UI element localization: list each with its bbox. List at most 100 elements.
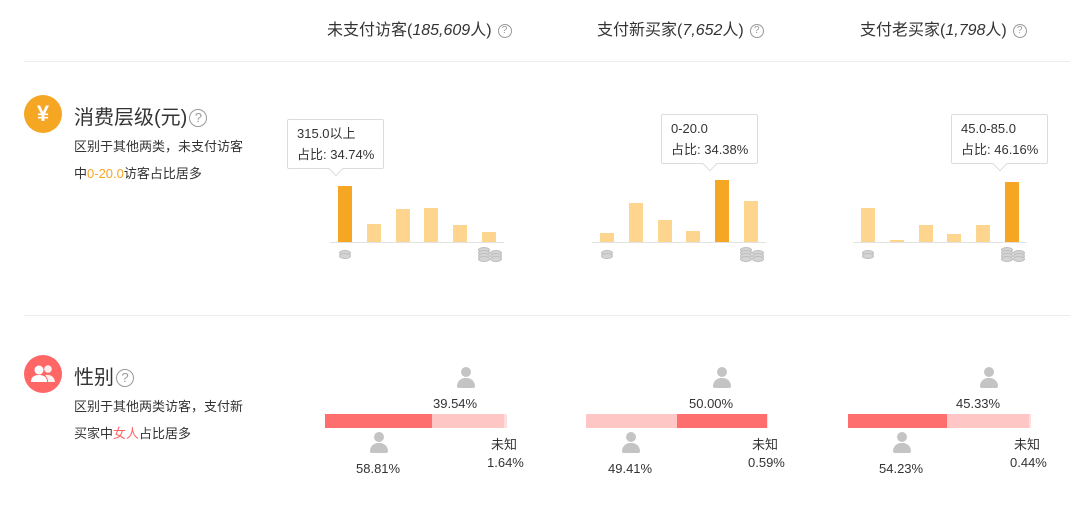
female-icon-body [980,378,998,388]
bar-4[interactable] [686,231,701,242]
female-percent: 45.33% [956,396,1001,411]
bar-4[interactable] [947,234,962,242]
bar-6[interactable] [744,201,758,242]
female-icon-body [457,378,475,388]
coin-icon [601,253,613,259]
users-icon-glyph [31,365,55,382]
male-icon-body [622,443,640,453]
chart-baseline [330,242,504,243]
bar-2[interactable] [628,203,643,242]
coins-stack-icon [490,256,502,262]
female-icon-body [713,378,731,388]
bar-5[interactable] [715,180,730,242]
male-percent: 49.41% [608,461,653,476]
coin-icon [339,253,351,259]
bar-4[interactable] [424,207,439,242]
coins-stack-icon [740,256,752,262]
tooltip-range: 0-20.0 [671,121,708,136]
tooltip-share-label: 占比: [671,142,705,157]
help-icon[interactable]: ? [1012,24,1027,38]
male-bar[interactable] [848,414,947,428]
bar-2[interactable] [889,239,904,242]
coins-stack-icon [752,256,764,262]
male-icon-body [370,443,388,453]
unknown-bar[interactable] [1029,414,1031,428]
tooltip-share-label: 占比: [961,142,995,157]
female-icon [978,367,1000,389]
female-percent: 39.54% [433,396,478,411]
bar-tooltip: 315.0以上 占比: 34.74% [287,119,385,169]
yuan-icon: ¥ [24,95,62,133]
female-bar[interactable] [586,414,677,428]
highlight-range: 0-20.0 [87,166,124,181]
chart-baseline [853,242,1027,243]
tooltip-share-label: 占比: [297,147,331,162]
tooltip-share-value: 34.74% [330,147,375,162]
female-icon [711,367,733,389]
bar-3[interactable] [918,225,933,242]
male-bar[interactable] [325,414,433,428]
bar-tooltip: 45.0-85.0 占比: 46.16% [951,114,1049,164]
unknown-percent: 0.44% [1010,455,1047,470]
coins-stack-icon [1013,256,1025,262]
tooltip-share: 占比: 34.74% [297,144,374,165]
bar-1[interactable] [338,186,352,242]
column-header-unpaid: 未支付访客(185,609人)? [327,16,512,40]
unknown-bar[interactable] [766,414,769,428]
consumption-description: 区别于其他两类，未支付访客中0-20.0访客占比居多 [74,139,244,181]
highlight-gender: 女人 [113,426,140,441]
male-icon-head [897,432,907,442]
male-icon-body [893,443,911,453]
unknown-percent: 1.64% [487,455,524,470]
tooltip-share-value: 34.38% [704,142,749,157]
help-icon[interactable]: ? [116,369,134,387]
gender-title: 性别? [74,361,134,390]
unknown-label: 未知 [491,437,518,452]
male-percent: 54.23% [879,461,924,476]
female-icon [455,367,477,389]
header-divider [24,61,1070,62]
tooltip-share-value: 46.16% [994,142,1039,157]
bar-3[interactable] [395,209,410,242]
chart-baseline [592,242,766,243]
bar-6[interactable] [1005,182,1019,242]
bar-tooltip: 0-20.0 占比: 34.38% [661,114,759,164]
female-bar[interactable] [432,414,504,428]
male-icon [620,432,642,454]
unknown-label: 未知 [1014,437,1041,452]
help-icon[interactable]: ? [749,24,764,38]
bar-5[interactable] [976,224,991,242]
consumption-title: 消费层级(元)? [74,101,208,130]
male-icon [368,432,390,454]
help-icon[interactable]: ? [189,109,208,127]
bar-1[interactable] [861,208,875,242]
male-bar[interactable] [677,414,767,428]
unknown-label: 未知 [752,437,779,452]
female-icon-head [717,367,727,377]
tooltip-share: 占比: 46.16% [961,139,1038,160]
help-icon[interactable]: ? [497,24,512,38]
tooltip-range: 315.0以上 [297,126,356,141]
bar-3[interactable] [657,219,672,242]
bar-2[interactable] [366,224,381,242]
tooltip-range: 45.0-85.0 [961,121,1016,136]
female-icon-head [984,367,994,377]
male-icon-head [374,432,384,442]
coins-stack-icon [478,256,490,262]
male-icon-head [626,432,636,442]
tooltip-share: 占比: 34.38% [671,139,748,160]
column-header-old-buyers: 支付老买家(1,798人)? [860,16,1027,40]
bar-6[interactable] [482,232,496,242]
users-icon [24,355,62,393]
coins-stack-icon [1001,256,1013,262]
bar-5[interactable] [453,224,468,242]
unknown-bar[interactable] [503,414,507,428]
male-percent: 58.81% [356,461,401,476]
male-icon [891,432,913,454]
female-percent: 50.00% [689,396,734,411]
gender-description: 区别于其他两类访客，支付新买家中女人占比居多 [74,399,244,441]
coin-icon [862,253,874,259]
bar-1[interactable] [600,232,614,242]
female-bar[interactable] [946,414,1030,428]
column-header-new-buyers: 支付新买家(7,652人)? [597,16,764,40]
